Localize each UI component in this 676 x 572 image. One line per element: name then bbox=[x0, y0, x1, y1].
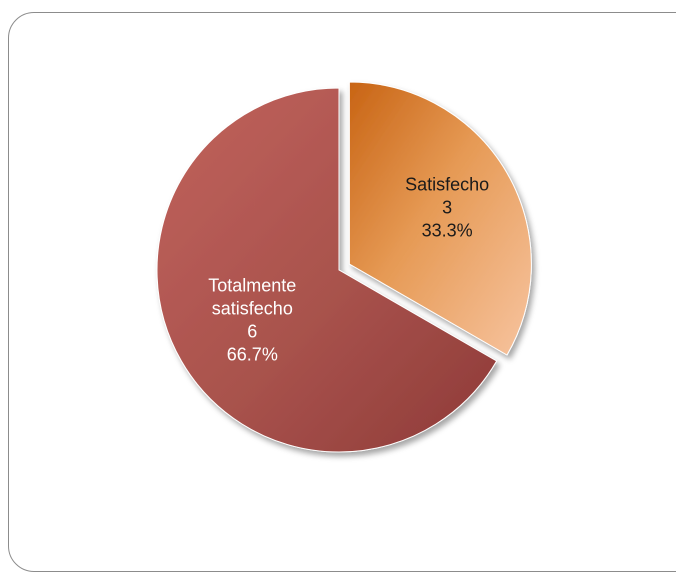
pie-labels: Totalmente satisfecho 6 66.7% Satisfecho 3 33.… bbox=[208, 175, 489, 365]
pie-slice-satisfecho bbox=[348, 81, 532, 356]
slice-percent-label: 33.3% bbox=[422, 221, 473, 241]
slice-category-label: satisfecho bbox=[212, 299, 293, 319]
slice-value-label: 3 bbox=[442, 198, 452, 218]
pie-chart: Totalmente satisfecho 6 66.7% Satisfecho 3 33.… bbox=[156, 81, 532, 453]
slice-category-label: Totalmente bbox=[208, 276, 296, 296]
pie-slices bbox=[156, 81, 532, 453]
slice-category-label: Satisfecho bbox=[405, 175, 489, 195]
pie-slice-totalmente-satisfecho bbox=[156, 87, 498, 453]
slice-value-label: 6 bbox=[247, 322, 257, 342]
slice-percent-label: 66.7% bbox=[227, 345, 278, 365]
